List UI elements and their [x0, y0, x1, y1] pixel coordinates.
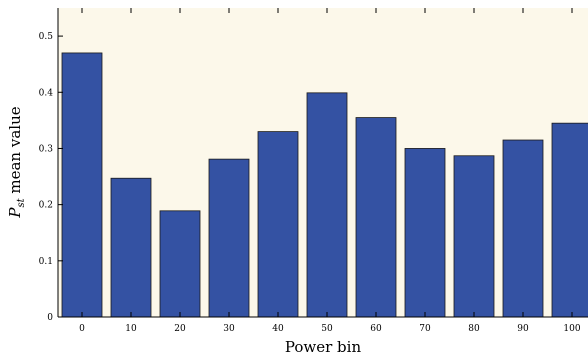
- bar-20: [159, 210, 201, 318]
- y-tick-label-0: 0: [47, 313, 53, 323]
- x-tick-label-50: 50: [321, 324, 333, 334]
- x-tick-labels: 0 10 20 30 40 50 60 70 80 90 100: [79, 324, 581, 334]
- bar-60: [355, 117, 397, 318]
- bar-80: [453, 155, 495, 318]
- bar-0: [61, 52, 103, 318]
- y-axis-title-subscript: st: [16, 197, 27, 207]
- x-tick-label-70: 70: [419, 324, 431, 334]
- bar-50: [306, 92, 348, 318]
- y-axis-title-suffix: mean value: [6, 106, 24, 198]
- bar-70: [404, 148, 446, 318]
- x-tick-label-0: 0: [79, 324, 85, 334]
- x-tick-label-100: 100: [563, 324, 580, 334]
- bar-30: [208, 158, 250, 318]
- x-tick-label-10: 10: [125, 324, 137, 334]
- x-tick-label-60: 60: [370, 324, 382, 334]
- x-tick-label-40: 40: [272, 324, 284, 334]
- y-tick-label-0.2: 0.2: [39, 201, 53, 211]
- x-tick-label-30: 30: [223, 324, 235, 334]
- x-tick-label-80: 80: [468, 324, 480, 334]
- bar-40: [257, 131, 299, 318]
- y-axis-title-main: P: [6, 207, 24, 219]
- y-axis-title: Pst mean value: [6, 106, 27, 218]
- y-tick-label-0.4: 0.4: [39, 88, 54, 98]
- x-tick-label-90: 90: [517, 324, 529, 334]
- x-axis-title: Power bin: [285, 338, 362, 356]
- y-tick-labels: 0 0.1 0.2 0.3 0.4 0.5: [39, 32, 54, 323]
- x-tick-label-20: 20: [174, 324, 186, 334]
- y-tick-label-0.5: 0.5: [39, 32, 54, 42]
- bars: [61, 52, 588, 318]
- bar-90: [502, 139, 544, 318]
- y-tick-label-0.1: 0.1: [39, 257, 53, 267]
- y-tick-label-0.3: 0.3: [39, 144, 54, 154]
- bar-100: [551, 122, 588, 318]
- bar-10: [110, 177, 152, 318]
